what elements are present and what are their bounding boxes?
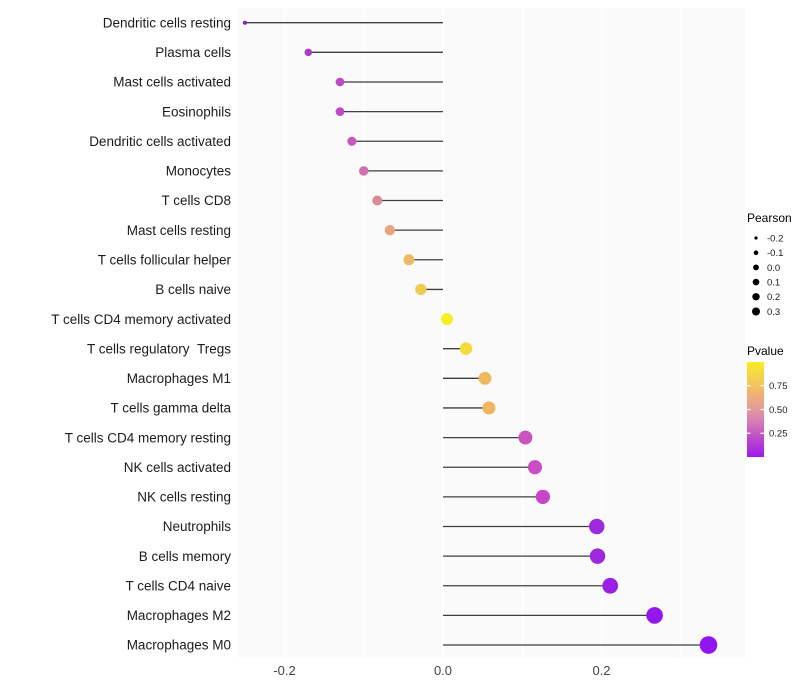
category-label: T cells CD4 memory activated	[51, 312, 231, 327]
lollipop-dot	[403, 254, 415, 266]
category-label: T cells gamma delta	[110, 401, 231, 416]
size-legend-label: 0.3	[767, 307, 780, 318]
lollipop-dot	[589, 518, 605, 535]
color-legend-tick-label: 0.25	[769, 429, 788, 440]
color-legend-tick-label: 0.75	[769, 381, 788, 392]
size-legend-dot	[753, 264, 759, 271]
category-label: NK cells resting	[137, 490, 231, 505]
lollipop-dot	[482, 401, 496, 415]
size-legend-dot	[752, 293, 760, 301]
lollipop-dot	[242, 20, 247, 25]
lollipop-dot	[304, 48, 313, 57]
size-legend-label: -0.2	[767, 233, 783, 244]
lollipop-dot	[358, 166, 369, 176]
lollipop-dot	[384, 224, 396, 236]
category-label: Macrophages M2	[127, 608, 231, 623]
category-label: T cells follicular helper	[98, 252, 232, 267]
color-legend-title: Pvalue	[747, 344, 784, 358]
category-label: Dendritic cells resting	[103, 15, 231, 30]
category-label: Macrophages M0	[127, 638, 231, 653]
lollipop-dot	[699, 636, 718, 654]
lollipop-dot	[347, 136, 357, 146]
x-tick-label: -0.2	[273, 663, 295, 678]
size-legend-label: 0.0	[767, 263, 780, 274]
size-legend-title: Pearson	[747, 211, 792, 225]
x-tick-label: 0.0	[434, 663, 452, 678]
lollipop-dot	[335, 77, 345, 87]
category-label: T cells CD8	[161, 193, 231, 208]
category-label: B cells memory	[139, 549, 232, 564]
size-legend-dot	[754, 236, 758, 240]
panel-background	[238, 8, 745, 658]
lollipop-dot	[589, 548, 606, 564]
lollipop-dot	[602, 577, 619, 594]
category-label: T cells CD4 memory resting	[65, 430, 231, 445]
size-legend-dot	[752, 278, 760, 286]
lollipop-dot	[478, 371, 492, 385]
category-label: Plasma cells	[155, 45, 231, 60]
size-legend-label: 0.2	[767, 292, 780, 303]
size-legend-label: 0.1	[767, 278, 780, 289]
lollipop-dot	[415, 283, 427, 296]
lollipop-dot	[535, 489, 551, 505]
category-label: T cells CD4 naive	[125, 578, 231, 593]
lollipop-dot	[646, 607, 663, 624]
color-legend-gradient-bar	[747, 362, 764, 457]
category-label: Neutrophils	[163, 519, 232, 534]
lollipop-dot	[527, 460, 542, 475]
category-label: T cells regulatory Tregs	[87, 341, 231, 356]
lollipop-dot	[335, 107, 345, 116]
lollipop-dot	[440, 313, 453, 326]
category-label: Eosinophils	[162, 104, 231, 119]
category-label: Mast cells resting	[127, 223, 231, 238]
size-legend-label: -0.1	[767, 248, 783, 259]
x-tick-label: 0.2	[592, 663, 610, 678]
color-legend-tick-label: 0.50	[769, 405, 788, 416]
lollipop-dot	[459, 342, 473, 355]
category-label: Dendritic cells activated	[89, 134, 231, 149]
size-legend-dot	[752, 307, 760, 316]
category-label: Monocytes	[166, 164, 232, 179]
category-label: NK cells activated	[124, 460, 231, 475]
lollipop-dot	[372, 195, 383, 206]
category-label: Mast cells activated	[113, 75, 231, 90]
category-label: Macrophages M1	[127, 371, 231, 386]
lollipop-dot	[518, 430, 533, 445]
category-label: B cells naive	[155, 282, 231, 297]
size-legend-dot	[753, 250, 759, 255]
